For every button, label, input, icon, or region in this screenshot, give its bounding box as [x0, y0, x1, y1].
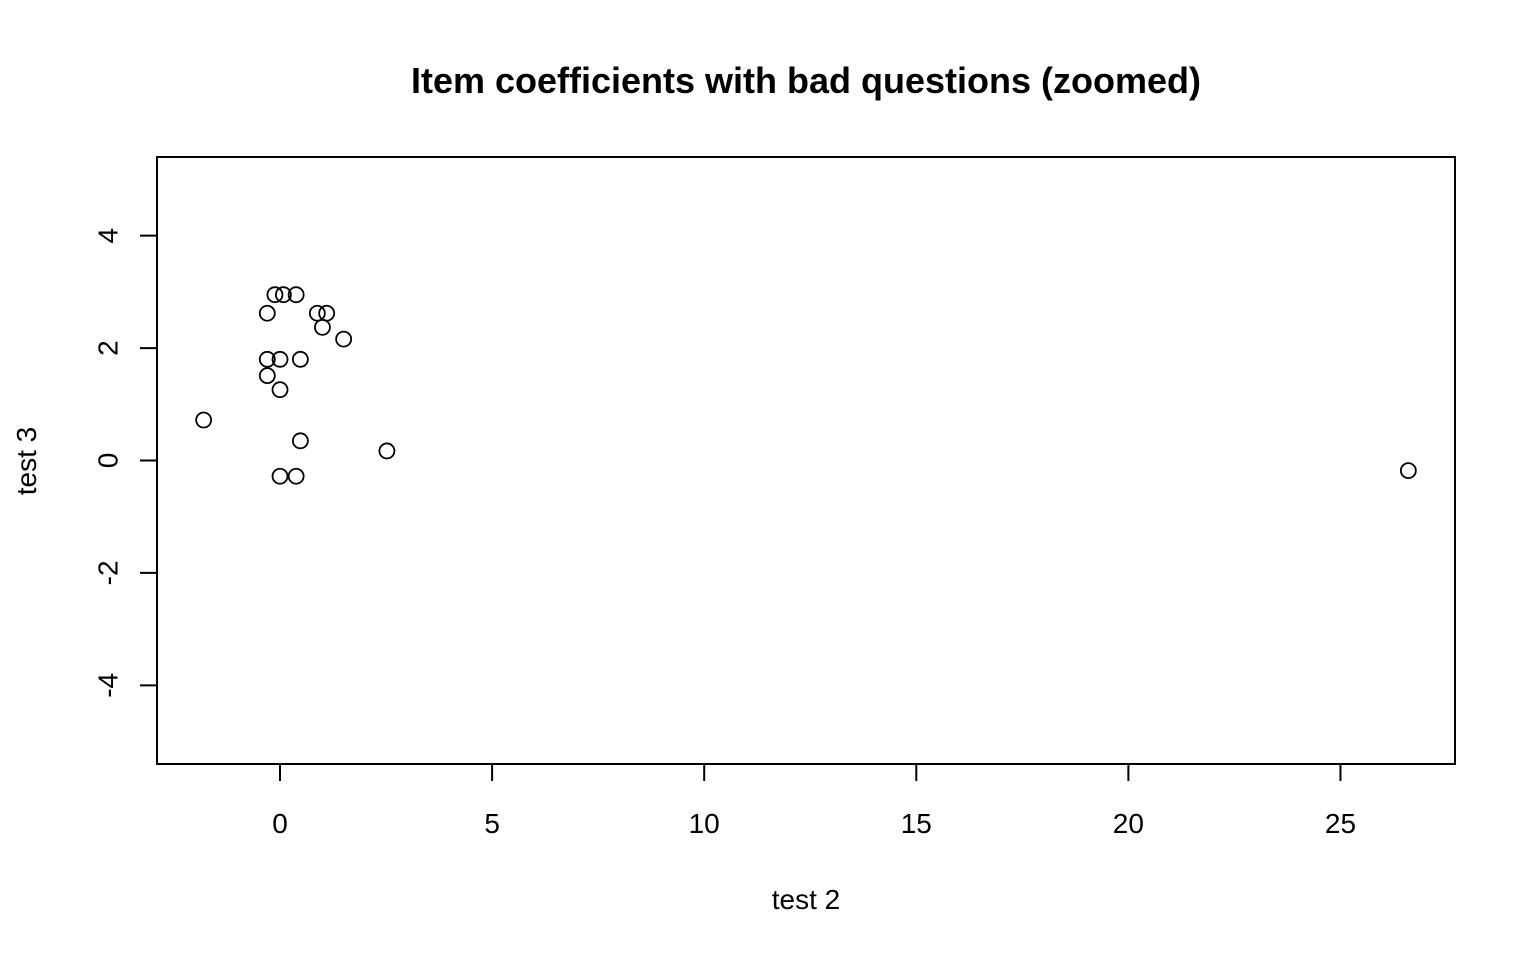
x-tick-label: 10: [689, 808, 720, 839]
data-point: [271, 467, 289, 485]
x-tick-label: 20: [1113, 808, 1144, 839]
y-tick-label: 4: [93, 228, 124, 244]
y-tick-label: -2: [93, 560, 124, 585]
y-tick-label: -4: [93, 673, 124, 698]
data-point: [291, 432, 309, 450]
data-point: [271, 350, 289, 368]
data-point: [378, 442, 396, 460]
y-tick-label: 0: [93, 453, 124, 469]
data-point: [195, 411, 213, 429]
data-point: [258, 304, 276, 322]
data-point: [1399, 462, 1417, 480]
x-tick-label: 15: [901, 808, 932, 839]
x-tick-label: 25: [1325, 808, 1356, 839]
x-axis-label: test 2: [772, 884, 840, 915]
data-point: [318, 304, 336, 322]
data-point: [287, 286, 305, 304]
plot-frame: [156, 156, 1456, 765]
x-axis: 0 5 10 15 20 25: [272, 764, 1356, 839]
data-point: [258, 367, 276, 385]
y-axis: -4 -2 0 2 4: [93, 228, 157, 698]
data-point: [287, 467, 305, 485]
data-point: [271, 381, 289, 399]
data-point: [266, 286, 284, 304]
x-tick-label: 5: [484, 808, 500, 839]
chart-title: Item coefficients with bad questions (zo…: [411, 60, 1201, 101]
data-point: [335, 330, 353, 348]
data-point: [291, 350, 309, 368]
data-points: [195, 286, 1417, 485]
y-axis-label: test 3: [11, 427, 42, 495]
x-tick-label: 0: [272, 808, 288, 839]
y-tick-label: 2: [93, 340, 124, 356]
data-point: [275, 286, 292, 304]
data-point: [314, 318, 331, 336]
data-point: [258, 350, 276, 368]
